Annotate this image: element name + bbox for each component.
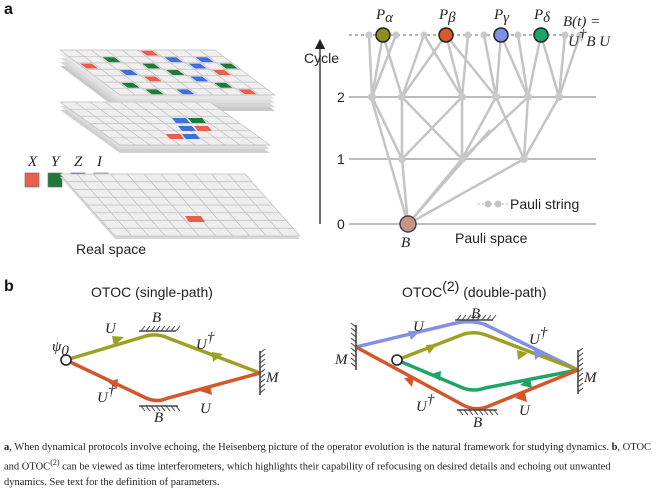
pauli-space-graph: Cycle 2 1 0 Pα Pβ Pγ Pδ B(t) = U†B U Pau… (304, 7, 611, 251)
single-b-top-label: B (152, 310, 161, 326)
legend-y-swatch (47, 172, 63, 188)
double-arrow-blue-1 (408, 331, 420, 340)
bottom-red-qubit (185, 216, 205, 222)
double-m-left-mirror (350, 322, 357, 370)
double-blue-path (355, 319, 579, 372)
single-b-bottom-label: B (154, 410, 163, 426)
single-b-top-wall (139, 325, 181, 332)
cycle-tick-1: 1 (337, 151, 345, 167)
p-alpha-node (375, 27, 391, 43)
double-orange-path (355, 345, 579, 411)
legend-i-label: I (96, 154, 103, 170)
legend-x-swatch (24, 172, 40, 188)
double-arrow-blue-2 (534, 350, 545, 360)
caption-b-label: b (611, 442, 618, 453)
figure-caption: a, When dynamical protocols involve echo… (4, 440, 656, 490)
single-u-label: U (105, 321, 117, 337)
double-m-left-label: M (334, 352, 349, 368)
p-gamma-label: Pγ (493, 7, 510, 26)
single-udag-label: U† (196, 330, 215, 353)
single-b-bottom-wall (139, 405, 181, 412)
double-arrow-olive (426, 344, 437, 354)
p-beta-node (438, 27, 454, 43)
caption-a-text: , When dynamical protocols involve echoi… (9, 442, 612, 453)
double-olive-path (396, 330, 579, 372)
root-b-node (399, 215, 417, 233)
single-m-label: M (265, 370, 280, 386)
single-arrow-u (112, 336, 124, 346)
middle-colored-qubits (166, 118, 212, 139)
double-arrow-orange (515, 392, 527, 402)
pauli-string-label: Pauli string (510, 196, 579, 212)
double-arrow-green-2 (520, 378, 532, 388)
double-b-top-label: B (471, 306, 480, 322)
cycle-axis-label: Cycle (304, 50, 339, 66)
single-arrow-udag (212, 352, 223, 362)
panel-b-label: b (4, 278, 14, 295)
single-forward-path (65, 333, 261, 375)
real-space-label: Real space (76, 241, 146, 257)
double-arrow-olive-2 (517, 350, 528, 360)
double-b-bottom-wall (457, 409, 499, 416)
pauli-space-label: Pauli space (455, 230, 528, 246)
double-b-top-wall (455, 314, 497, 321)
double-back-udag-label: U† (416, 392, 435, 415)
double-path-title: OTOC(2) (double-path) (402, 278, 547, 300)
single-arrow-back-u (200, 385, 212, 395)
double-m-right-label: M (583, 370, 598, 386)
p-delta-label: Pδ (533, 7, 551, 26)
double-back-u-label: U (519, 403, 531, 419)
single-m-mirror (259, 348, 266, 395)
double-arrow-orange-2 (404, 377, 414, 387)
single-path-title: OTOC (single-path) (91, 284, 213, 300)
single-path-diagram: OTOC (single-path) ψ0 U U† U U† B B M (52, 284, 280, 426)
bt-label: B(t) = (563, 14, 600, 30)
top-lattice-stack (59, 49, 276, 111)
caption-b-text-1: , OTOC and OTOC (4, 442, 652, 473)
bottom-lattice (59, 173, 301, 239)
legend-y-label: Y (51, 154, 61, 170)
single-back-u-label: U (200, 401, 212, 417)
caption-b-sup: (2) (50, 458, 60, 467)
single-arrow-back-udag (108, 379, 118, 389)
double-b-bottom-label: B (473, 415, 482, 431)
p-delta-node (533, 27, 549, 43)
single-psi-label: ψ0 (52, 339, 69, 359)
double-psi-node (391, 354, 403, 366)
caption-a-label: a (4, 442, 10, 453)
root-b-label: B (401, 235, 410, 251)
cycle-tick-2: 2 (337, 89, 345, 105)
cycle-tick-0: 0 (337, 216, 345, 232)
single-psi-node (60, 354, 72, 366)
double-m-right-mirror (577, 347, 584, 394)
double-udag-label: U† (529, 325, 548, 348)
single-backward-path (65, 358, 261, 403)
p-beta-label: Pβ (438, 7, 456, 26)
legend-x-label: X (27, 154, 38, 170)
double-u-label: U (413, 319, 425, 335)
p-gamma-node (493, 27, 509, 43)
p-alpha-label: Pα (375, 7, 394, 26)
middle-lattice-stack (59, 101, 271, 153)
double-path-diagram: OTOC(2) (double-path) U U† U U† B B M M (334, 278, 598, 431)
double-arrow-green (431, 371, 441, 381)
legend-z-label: Z (74, 154, 83, 170)
panel-a-label: a (4, 1, 13, 18)
bt-equation: U†B U (568, 27, 611, 50)
caption-b-text-2: can be viewed as time interferometers, w… (4, 461, 611, 488)
double-green-path (396, 358, 579, 392)
single-back-udag-label: U† (97, 383, 116, 406)
